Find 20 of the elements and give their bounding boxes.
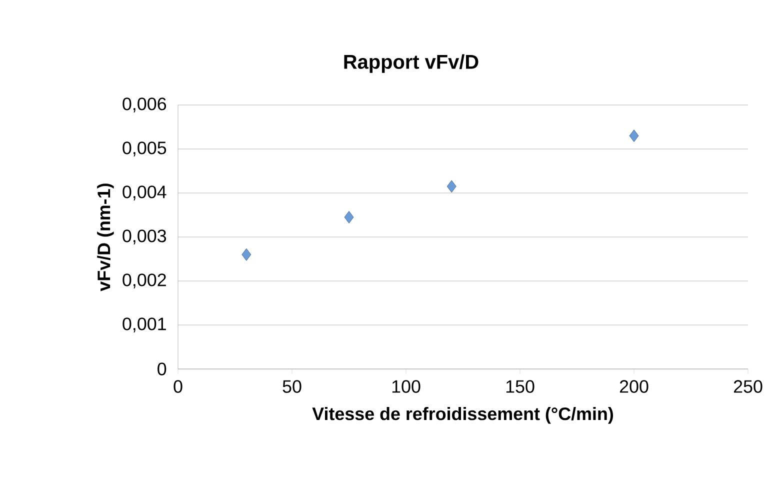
- x-tick-label: 150: [506, 380, 534, 393]
- point: [242, 248, 252, 261]
- y-tick-label: 0,006: [122, 98, 166, 112]
- y-tick-label: 0: [158, 362, 166, 376]
- y-tick-label: 0,002: [122, 274, 166, 288]
- point: [446, 180, 456, 193]
- x-tick-label: 0: [174, 380, 182, 393]
- x-axis-title: Vitesse de refroidissement (°C/min): [312, 407, 614, 424]
- x-tick-label: 200: [620, 380, 648, 393]
- x-tick-label: 250: [734, 380, 762, 393]
- point: [344, 210, 354, 224]
- y-tick-label: 0,005: [122, 142, 166, 156]
- y-tick-label: 0,001: [122, 318, 166, 332]
- x-tick-label: 100: [392, 380, 420, 393]
- y-tick-label: 0,004: [122, 186, 166, 200]
- y-axis-title: vFv/D (nm-1): [97, 184, 114, 292]
- y-tick-label: 0,003: [122, 230, 166, 244]
- point: [629, 130, 639, 142]
- chart-title: Rapport vFv/D: [344, 54, 478, 73]
- x-tick-label: 50: [282, 380, 302, 393]
